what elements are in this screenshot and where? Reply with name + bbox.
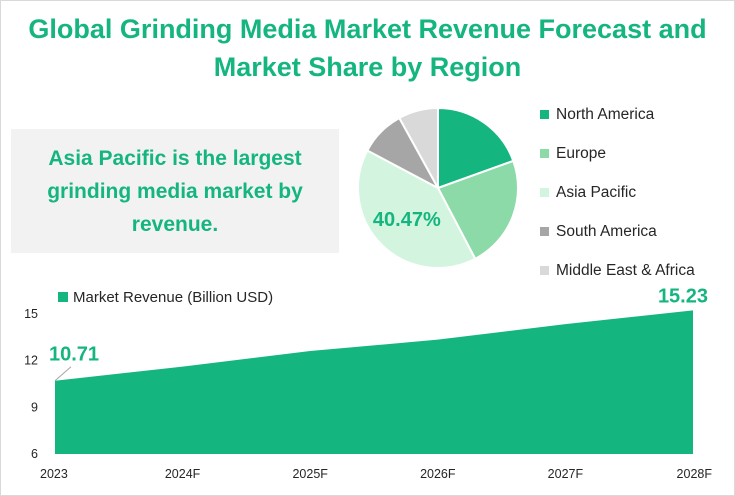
legend-item-europe: Europe — [540, 134, 730, 173]
area-data-label: 15.23 — [658, 285, 708, 307]
area-chart: Market Revenue (Billion USD) 6 9 12 15 2023 20… — [24, 285, 713, 481]
area-legend-swatch — [58, 292, 68, 302]
legend-label: Middle East & Africa — [556, 261, 695, 279]
pie-legend: North America Europe Asia Pacific South Ame… — [540, 95, 730, 290]
x-tick-label: 2025F — [292, 467, 328, 481]
area-series-market-revenue — [55, 310, 693, 454]
x-tick-label: 2027F — [548, 467, 584, 481]
area-legend-label: Market Revenue (Billion USD) — [73, 289, 273, 306]
legend-item-north-america: North America — [540, 95, 730, 134]
legend-label: North America — [556, 105, 655, 123]
legend-label: Europe — [556, 144, 606, 162]
pie-slice-middle-east-and-africa — [397, 106, 439, 189]
x-tick-label: 2024F — [165, 467, 201, 481]
legend-swatch — [540, 188, 549, 197]
area-data-label: 10.71 — [49, 344, 99, 366]
y-tick-label: 12 — [24, 354, 38, 368]
callout-box: Asia Pacific is the largest grinding med… — [11, 129, 339, 253]
x-tick-label: 2026F — [420, 467, 456, 481]
pie-slice-europe — [436, 159, 519, 261]
legend-swatch — [540, 227, 549, 236]
legend-item-asia-pacific: Asia Pacific — [540, 173, 730, 212]
y-tick-label: 6 — [31, 447, 38, 461]
legend-swatch — [540, 110, 549, 119]
x-tick-label: 2023 — [40, 467, 68, 481]
legend-swatch — [540, 266, 549, 275]
legend-label: Asia Pacific — [556, 183, 637, 201]
y-tick-label: 15 — [24, 307, 38, 321]
x-tick-label: 2028F — [677, 467, 713, 481]
legend-item-south-america: South America — [540, 212, 730, 251]
pie-slice-north-america — [437, 106, 515, 190]
pie-chart: 40.47% — [357, 106, 519, 269]
legend-swatch — [540, 149, 549, 158]
chart-title: Global Grinding Media Market Revenue For… — [28, 14, 707, 82]
callout-text: Asia Pacific is the largest grinding med… — [47, 146, 303, 236]
y-tick-label: 9 — [31, 400, 38, 414]
legend-item-middle-east-and-africa: Middle East & Africa — [540, 251, 730, 290]
pie-data-label: 40.47% — [373, 209, 441, 231]
pie-slice-asia-pacific — [357, 149, 477, 269]
data-label-leader-line — [54, 366, 72, 382]
legend-label: South America — [556, 222, 657, 240]
